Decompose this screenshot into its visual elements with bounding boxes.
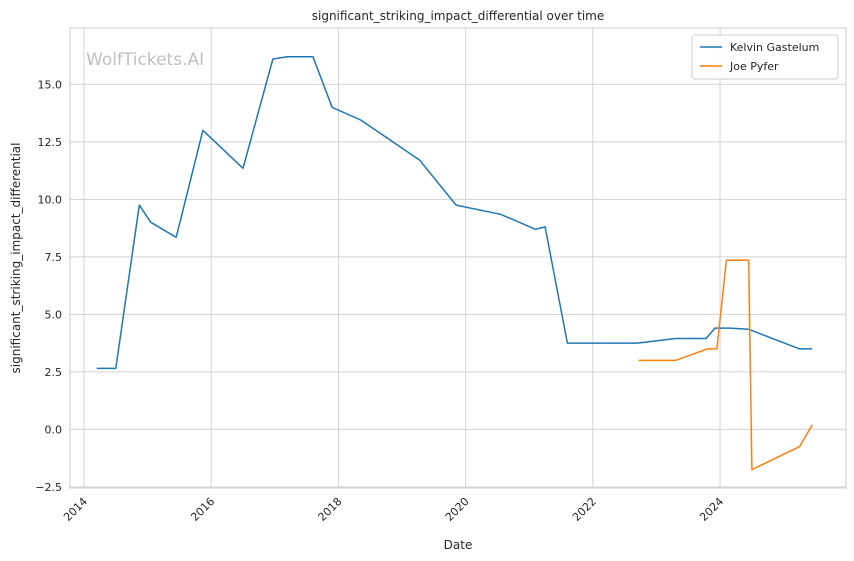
y-tick-label: 0.0	[45, 423, 63, 436]
plot-area	[70, 28, 846, 488]
y-tick-label: −2.5	[35, 481, 62, 494]
y-axis-title: significant_striking_impact_differential	[9, 143, 23, 374]
y-tick-label: 10.0	[38, 193, 63, 206]
chart-title: significant_striking_impact_differential…	[312, 9, 604, 23]
y-tick-label: 12.5	[38, 136, 63, 149]
legend-label: Kelvin Gastelum	[730, 41, 819, 54]
series-layer	[96, 56, 813, 471]
y-axis-ticks: −2.5 0.0 2.5 5.0 7.5 10.0 12.5 15.0	[35, 78, 62, 494]
grid-lines	[70, 28, 846, 488]
y-tick-label: 15.0	[38, 78, 63, 91]
y-tick-label: 5.0	[45, 308, 63, 321]
legend: Kelvin Gastelum Joe Pyfer	[691, 34, 839, 80]
x-axis-title: Date	[444, 538, 473, 552]
plot-border	[69, 27, 847, 489]
series-line-0	[96, 56, 813, 370]
series-line-1	[638, 259, 813, 471]
y-tick-label: 2.5	[45, 366, 63, 379]
y-tick-label: 7.5	[45, 251, 63, 264]
plot-frame	[69, 27, 847, 489]
legend-label: Joe Pyfer	[729, 60, 779, 73]
watermark-text: WolfTickets.AI	[86, 50, 204, 70]
legend-box	[691, 34, 839, 80]
